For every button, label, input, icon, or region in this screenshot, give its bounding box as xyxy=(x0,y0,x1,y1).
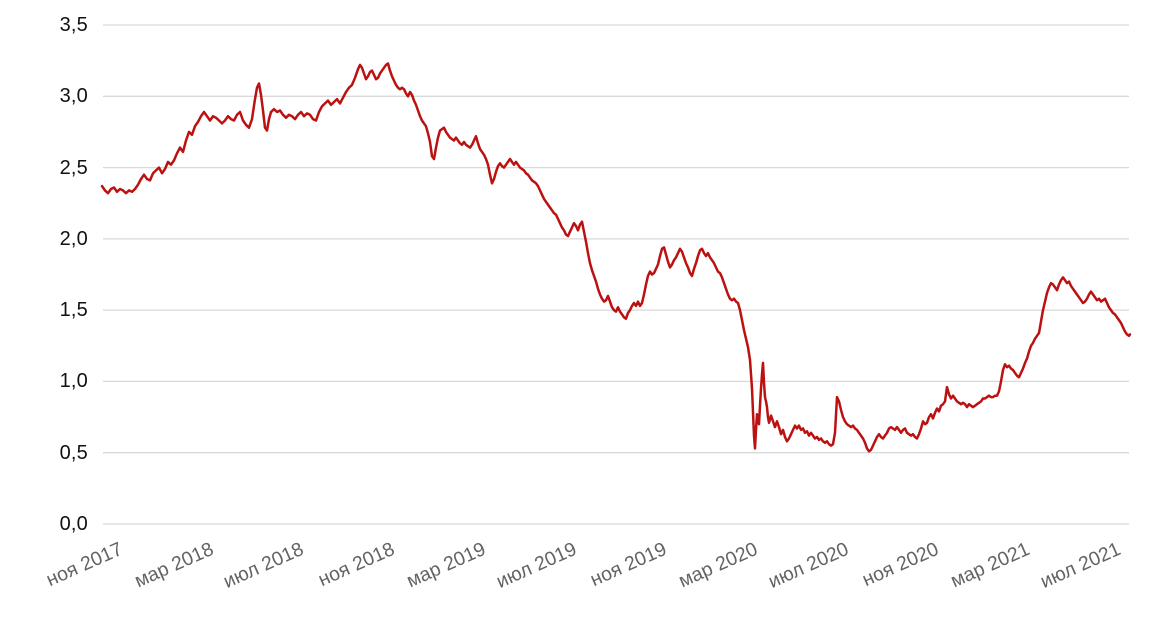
y-axis-tick-label: 1,5 xyxy=(59,299,88,322)
y-axis-tick-label: 0,0 xyxy=(59,513,88,535)
price-series-line xyxy=(100,62,1132,453)
y-axis-tick-label: 3,5 xyxy=(59,14,88,36)
y-axis-tick-label: 2,5 xyxy=(59,156,88,179)
y-axis-tick-label: 2,0 xyxy=(59,227,88,250)
y-axis-tick-label: 1,0 xyxy=(59,370,88,393)
y-axis-tick-label: 0,5 xyxy=(59,441,88,464)
y-axis-tick-label: 3,0 xyxy=(59,85,88,108)
